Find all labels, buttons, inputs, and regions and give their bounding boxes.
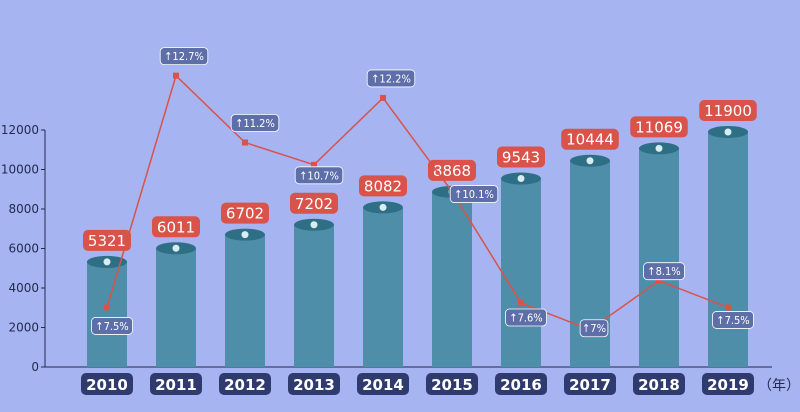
category-label: 2010 bbox=[86, 376, 128, 394]
growth-label: ↑7.5% bbox=[95, 320, 128, 333]
growth-label-box bbox=[159, 47, 209, 66]
growth-point bbox=[380, 94, 386, 101]
bar-cap-dot bbox=[655, 144, 663, 152]
growth-label: ↑10.1% bbox=[454, 188, 494, 201]
category-label: 2014 bbox=[362, 376, 404, 394]
bar bbox=[87, 261, 127, 367]
value-label-box bbox=[561, 128, 619, 150]
value-label: 6702 bbox=[226, 205, 264, 223]
growth-label-box bbox=[449, 185, 499, 203]
category-label: 2012 bbox=[224, 376, 266, 394]
value-label: 7202 bbox=[295, 195, 333, 213]
growth-point bbox=[242, 139, 248, 146]
value-label-box bbox=[290, 192, 338, 214]
growth-point bbox=[725, 304, 731, 311]
bar-cap-dot bbox=[172, 244, 180, 252]
value-label: 10444 bbox=[566, 131, 614, 149]
growth-point bbox=[311, 161, 317, 168]
category-label-box bbox=[633, 373, 685, 395]
category-label: 2015 bbox=[431, 376, 473, 394]
category-label-box bbox=[219, 373, 271, 395]
growth-label-box bbox=[230, 114, 280, 132]
y-tick-label: 12000 bbox=[1, 123, 39, 137]
bar-cap-dot bbox=[310, 221, 318, 229]
growth-label: ↑7.5% bbox=[716, 314, 749, 327]
growth-label-box bbox=[579, 319, 609, 338]
growth-label: ↑8.1% bbox=[647, 265, 680, 278]
y-tick-label: 6000 bbox=[8, 242, 39, 256]
growth-point bbox=[656, 277, 662, 284]
growth-label: ↑10.7% bbox=[299, 169, 339, 182]
value-label-box bbox=[359, 175, 407, 197]
bar-cap-dot bbox=[241, 231, 249, 239]
growth-label: ↑11.2% bbox=[235, 117, 275, 130]
bar bbox=[363, 207, 403, 367]
bar bbox=[432, 191, 472, 367]
growth-label-box bbox=[91, 317, 133, 335]
bar bbox=[225, 234, 265, 367]
value-label-box bbox=[699, 99, 757, 121]
y-tick-label: 10000 bbox=[1, 163, 39, 177]
category-label-box bbox=[288, 373, 340, 395]
bar bbox=[501, 178, 541, 367]
value-label-box bbox=[630, 116, 688, 138]
y-tick-label: 8000 bbox=[8, 202, 39, 216]
category-label-box bbox=[81, 373, 133, 395]
category-label: 2016 bbox=[500, 376, 542, 394]
category-label-box bbox=[357, 373, 409, 395]
category-label-box bbox=[426, 373, 478, 395]
value-label: 5321 bbox=[88, 232, 126, 250]
value-label: 6011 bbox=[157, 218, 195, 236]
bar bbox=[708, 131, 748, 367]
y-tick-label: 2000 bbox=[8, 321, 39, 335]
category-label-box bbox=[495, 373, 547, 395]
growth-point bbox=[173, 72, 179, 79]
bar-cap-dot bbox=[379, 203, 387, 211]
bar-cap-dot bbox=[103, 258, 111, 266]
category-label: 2013 bbox=[293, 376, 335, 394]
growth-label-box bbox=[294, 166, 344, 185]
growth-label: ↑7% bbox=[582, 322, 606, 335]
growth-label-box bbox=[643, 262, 685, 281]
bar-cap-dot bbox=[517, 175, 525, 183]
growth-point bbox=[518, 299, 524, 306]
value-label-box bbox=[221, 202, 269, 224]
growth-label: ↑7.6% bbox=[509, 311, 542, 324]
growth-label-box bbox=[366, 69, 416, 88]
value-label: 11900 bbox=[704, 102, 752, 120]
growth-label: ↑12.2% bbox=[371, 72, 411, 85]
category-label: 2018 bbox=[638, 376, 680, 394]
value-label: 8868 bbox=[433, 162, 471, 180]
growth-point bbox=[104, 304, 110, 311]
growth-label-box bbox=[712, 311, 754, 329]
category-label: 2019 bbox=[707, 376, 749, 394]
growth-line bbox=[106, 74, 729, 331]
value-label-box bbox=[152, 216, 200, 238]
x-axis-unit: （年） bbox=[758, 378, 800, 394]
y-tick-label: 4000 bbox=[8, 281, 39, 295]
value-label-box bbox=[497, 146, 545, 168]
category-label: 2017 bbox=[569, 376, 611, 394]
category-label: 2011 bbox=[155, 376, 197, 394]
value-label: 11069 bbox=[635, 118, 683, 136]
bar bbox=[294, 224, 334, 367]
category-label-box bbox=[702, 373, 754, 395]
category-label-box bbox=[564, 373, 616, 395]
value-label-box bbox=[83, 229, 131, 251]
y-tick-label: 0 bbox=[31, 360, 39, 374]
bar bbox=[639, 148, 679, 367]
value-label: 8082 bbox=[364, 177, 402, 195]
growth-label: ↑12.7% bbox=[164, 50, 204, 63]
category-label-box bbox=[150, 373, 202, 395]
bar-cap-dot bbox=[724, 128, 732, 136]
value-label: 9543 bbox=[502, 149, 540, 167]
bar-cap-dot bbox=[586, 157, 594, 165]
bar bbox=[156, 248, 196, 367]
growth-label-box bbox=[505, 308, 547, 327]
